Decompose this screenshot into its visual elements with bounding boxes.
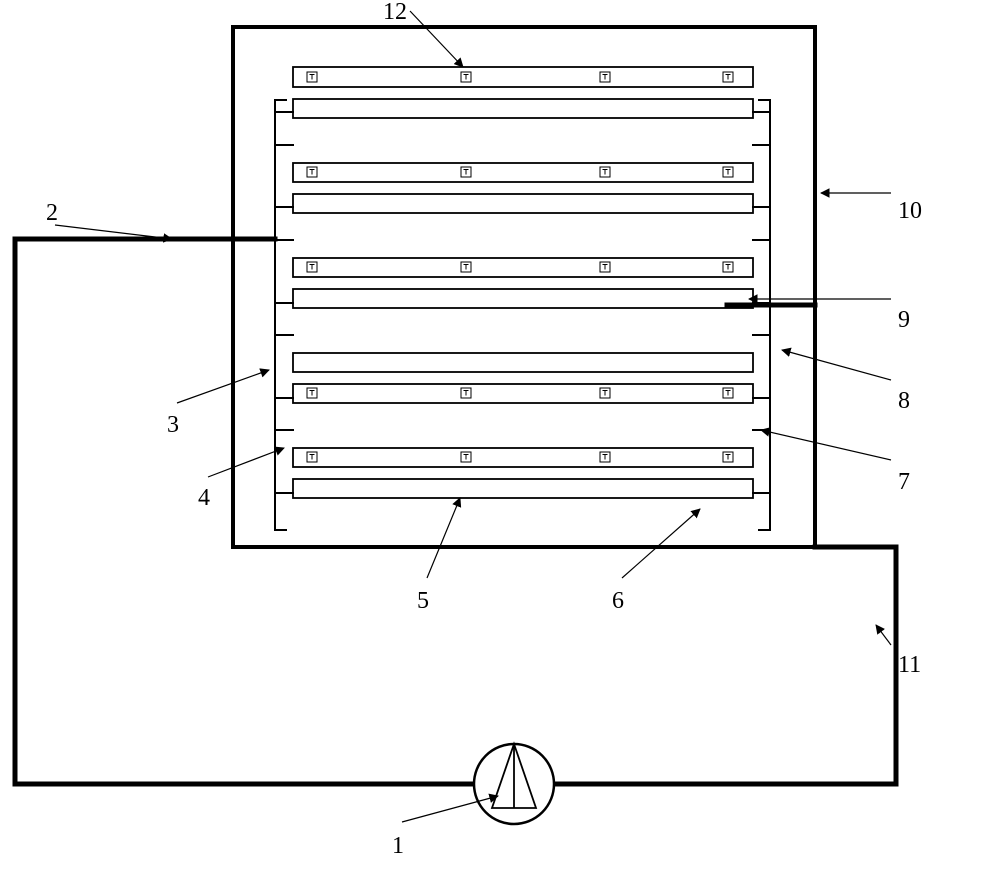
callout-label-10: 10	[898, 198, 922, 224]
callout-label-4: 4	[198, 485, 210, 511]
callout-label-1: 1	[392, 833, 404, 859]
callout-label-3: 3	[167, 412, 179, 438]
callout-label-11: 11	[898, 652, 921, 678]
callout-label-8: 8	[898, 388, 910, 414]
callout-label-2: 2	[46, 200, 58, 226]
callout-label-5: 5	[417, 588, 429, 614]
callout-label-9: 9	[898, 307, 910, 333]
canvas-bg	[0, 0, 1000, 874]
callout-label-7: 7	[898, 469, 910, 495]
callout-label-6: 6	[612, 588, 624, 614]
callout-label-12: 12	[383, 0, 407, 25]
